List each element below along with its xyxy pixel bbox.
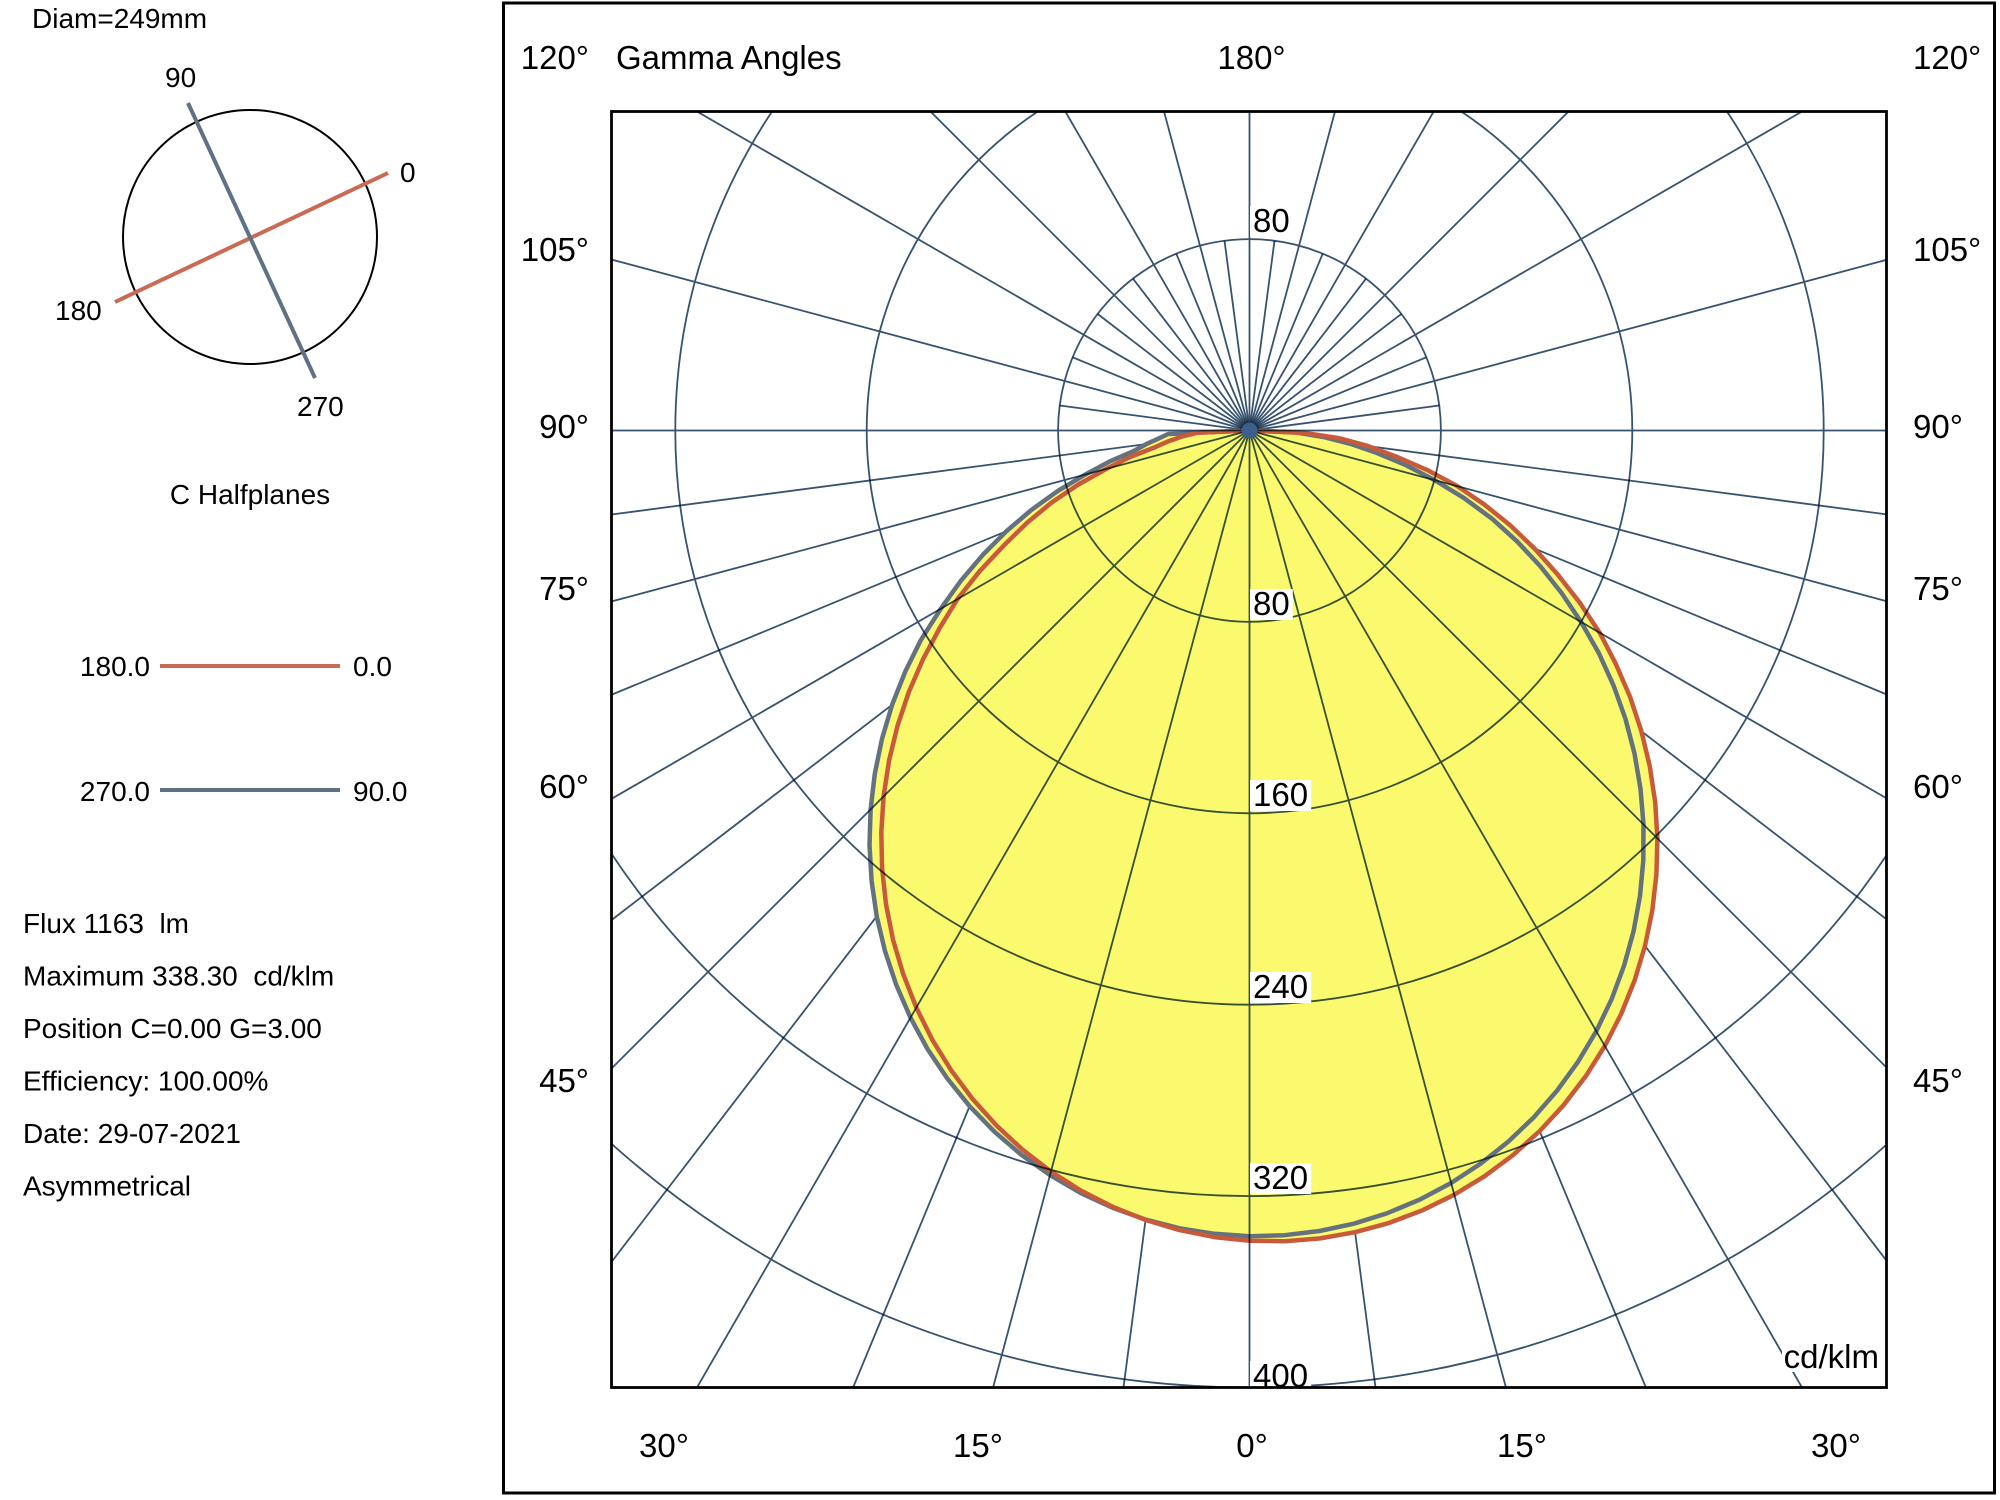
svg-text:60°: 60° [539, 768, 589, 805]
svg-text:90: 90 [165, 62, 196, 93]
svg-text:0°: 0° [1236, 1427, 1268, 1464]
svg-text:80: 80 [1253, 585, 1290, 622]
svg-text:90.0: 90.0 [353, 776, 408, 807]
svg-text:75°: 75° [1913, 570, 1963, 607]
svg-text:75°: 75° [539, 570, 589, 607]
svg-text:240: 240 [1253, 968, 1308, 1005]
svg-text:cd/klm: cd/klm [1784, 1338, 1879, 1375]
svg-text:15°: 15° [1497, 1427, 1547, 1464]
svg-text:Gamma Angles: Gamma Angles [616, 39, 842, 76]
svg-text:Position C=0.00 G=3.00: Position C=0.00 G=3.00 [23, 1013, 322, 1044]
svg-text:Diam=249mm: Diam=249mm [32, 3, 207, 34]
svg-text:270: 270 [297, 391, 344, 422]
svg-text:Efficiency: 100.00%: Efficiency: 100.00% [23, 1066, 268, 1097]
svg-text:30°: 30° [639, 1427, 689, 1464]
svg-text:320: 320 [1253, 1159, 1308, 1196]
svg-text:C Halfplanes: C Halfplanes [170, 479, 330, 510]
svg-text:90°: 90° [1913, 408, 1963, 445]
svg-text:105°: 105° [1913, 231, 1981, 268]
svg-text:120°: 120° [1913, 39, 1981, 76]
svg-text:0: 0 [400, 157, 416, 188]
svg-text:30°: 30° [1811, 1427, 1861, 1464]
svg-text:45°: 45° [1913, 1062, 1963, 1099]
svg-text:Asymmetrical: Asymmetrical [23, 1171, 191, 1202]
svg-text:120°: 120° [521, 39, 589, 76]
svg-text:105°: 105° [521, 231, 589, 268]
svg-text:Maximum 338.30 cd/klm: Maximum 338.30 cd/klm [23, 961, 334, 992]
svg-text:0.0: 0.0 [353, 651, 392, 682]
svg-text:60°: 60° [1913, 768, 1963, 805]
svg-text:160: 160 [1253, 776, 1308, 813]
svg-text:180.0: 180.0 [80, 651, 150, 682]
svg-text:80: 80 [1253, 202, 1290, 239]
svg-text:45°: 45° [539, 1062, 589, 1099]
svg-text:Flux 1163 lm: Flux 1163 lm [23, 908, 189, 939]
svg-text:90°: 90° [539, 408, 589, 445]
svg-text:Date: 29-07-2021: Date: 29-07-2021 [23, 1118, 241, 1149]
svg-text:15°: 15° [953, 1427, 1003, 1464]
svg-text:180°: 180° [1217, 39, 1285, 76]
svg-text:270.0: 270.0 [80, 776, 150, 807]
svg-text:180: 180 [55, 295, 102, 326]
